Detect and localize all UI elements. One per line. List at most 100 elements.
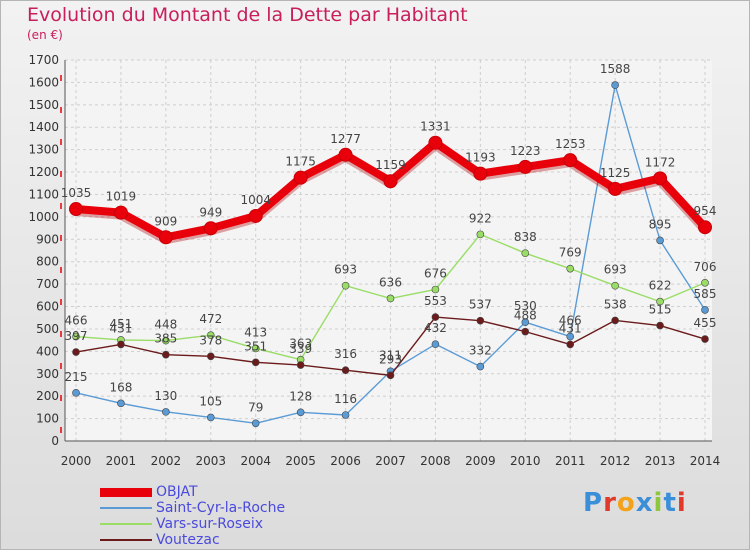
data-point bbox=[72, 348, 80, 356]
y-tick-label: 1500 bbox=[28, 98, 59, 112]
plot-area bbox=[65, 60, 712, 441]
data-point bbox=[521, 318, 530, 327]
data-label: 413 bbox=[244, 325, 267, 339]
data-label: 466 bbox=[559, 314, 582, 328]
logo-letter: i bbox=[653, 488, 664, 518]
data-point bbox=[566, 332, 575, 341]
legend-swatch bbox=[100, 523, 152, 525]
data-point bbox=[251, 419, 260, 428]
data-label: 79 bbox=[248, 400, 263, 414]
legend-swatch bbox=[100, 488, 152, 497]
data-point bbox=[566, 340, 575, 349]
x-tick-label: 2005 bbox=[285, 454, 316, 468]
logo-letter: i bbox=[676, 488, 687, 518]
data-label: 351 bbox=[244, 339, 267, 353]
data-label: 431 bbox=[109, 321, 132, 335]
data-point bbox=[293, 170, 308, 185]
data-point bbox=[338, 147, 353, 162]
logo-letter: t bbox=[663, 488, 677, 518]
data-label: 339 bbox=[289, 342, 312, 356]
data-point bbox=[656, 236, 664, 245]
data-point bbox=[473, 166, 488, 181]
data-point bbox=[566, 264, 575, 273]
data-label: 1253 bbox=[555, 137, 586, 151]
data-label: 553 bbox=[424, 294, 447, 308]
data-point bbox=[206, 331, 215, 340]
data-point bbox=[611, 281, 619, 290]
y-tick-label: 800 bbox=[36, 255, 59, 269]
data-point bbox=[341, 411, 350, 419]
data-point bbox=[296, 408, 305, 417]
data-point bbox=[117, 340, 125, 349]
chart-title: Evolution du Montant de la Dette par Hab… bbox=[27, 4, 468, 26]
data-label: 455 bbox=[694, 316, 717, 330]
x-tick-label: 2009 bbox=[465, 454, 496, 468]
x-tick-label: 2001 bbox=[106, 454, 137, 468]
logo-letter: x bbox=[635, 488, 654, 518]
data-label: 1159 bbox=[375, 158, 406, 172]
data-label: 1175 bbox=[285, 155, 316, 169]
data-label: 1125 bbox=[600, 166, 631, 180]
data-point bbox=[72, 332, 80, 341]
data-point bbox=[431, 285, 440, 294]
data-point bbox=[431, 313, 440, 321]
data-label: 676 bbox=[424, 266, 447, 280]
data-point bbox=[296, 361, 305, 369]
data-point bbox=[203, 221, 218, 236]
y-tick-label: 400 bbox=[36, 344, 59, 358]
data-label: 130 bbox=[154, 389, 177, 403]
data-label: 1588 bbox=[600, 62, 631, 76]
data-label: 466 bbox=[65, 314, 88, 328]
data-label: 954 bbox=[694, 204, 717, 218]
y-tick-label: 700 bbox=[36, 277, 59, 291]
data-label: 1193 bbox=[465, 151, 496, 165]
y-tick-label: 1200 bbox=[28, 165, 59, 179]
data-label: 472 bbox=[199, 312, 222, 326]
data-label: 1004 bbox=[240, 193, 271, 207]
data-point bbox=[521, 249, 530, 257]
x-tick-label: 2012 bbox=[600, 454, 631, 468]
data-label: 1277 bbox=[330, 132, 361, 146]
x-tick-label: 2006 bbox=[330, 454, 361, 468]
x-tick-label: 2003 bbox=[196, 454, 227, 468]
legend-label: Voutezac bbox=[156, 532, 220, 548]
y-tick-label: 1600 bbox=[28, 75, 59, 89]
data-point bbox=[476, 316, 485, 325]
data-label: 693 bbox=[334, 263, 357, 277]
x-tick-label: 2008 bbox=[420, 454, 451, 468]
data-label: 397 bbox=[65, 329, 88, 343]
data-point bbox=[476, 230, 485, 239]
x-tick-label: 2014 bbox=[690, 454, 721, 468]
data-label: 451 bbox=[109, 317, 132, 331]
data-point bbox=[251, 344, 260, 353]
logo-letter: P bbox=[583, 488, 604, 518]
data-label: 1223 bbox=[510, 144, 541, 158]
y-tick-label: 900 bbox=[36, 232, 59, 246]
legend-swatch bbox=[100, 539, 152, 541]
data-point bbox=[162, 408, 170, 416]
data-label: 909 bbox=[154, 214, 177, 228]
data-label: 1172 bbox=[645, 155, 676, 169]
data-point bbox=[69, 202, 83, 217]
y-tick-label: 1400 bbox=[28, 120, 59, 134]
data-label: 311 bbox=[379, 348, 402, 362]
data-point bbox=[611, 81, 619, 89]
data-point bbox=[701, 278, 709, 287]
x-tick-label: 2010 bbox=[510, 454, 541, 468]
data-label: 316 bbox=[334, 347, 357, 361]
logo-letter: r bbox=[603, 488, 617, 518]
data-point bbox=[656, 297, 664, 306]
data-label: 1035 bbox=[61, 186, 92, 200]
y-tick-label: 600 bbox=[36, 300, 59, 314]
data-point bbox=[158, 230, 173, 245]
y-tick-label: 1300 bbox=[28, 143, 59, 157]
data-label: 431 bbox=[559, 321, 582, 335]
legend-label: OBJAT bbox=[156, 484, 198, 500]
x-tick-label: 2007 bbox=[375, 454, 406, 468]
data-point bbox=[117, 399, 125, 408]
data-label: 385 bbox=[154, 332, 177, 346]
data-point bbox=[521, 327, 530, 336]
data-label: 895 bbox=[649, 217, 672, 231]
data-point bbox=[206, 413, 215, 422]
data-point bbox=[701, 335, 709, 343]
